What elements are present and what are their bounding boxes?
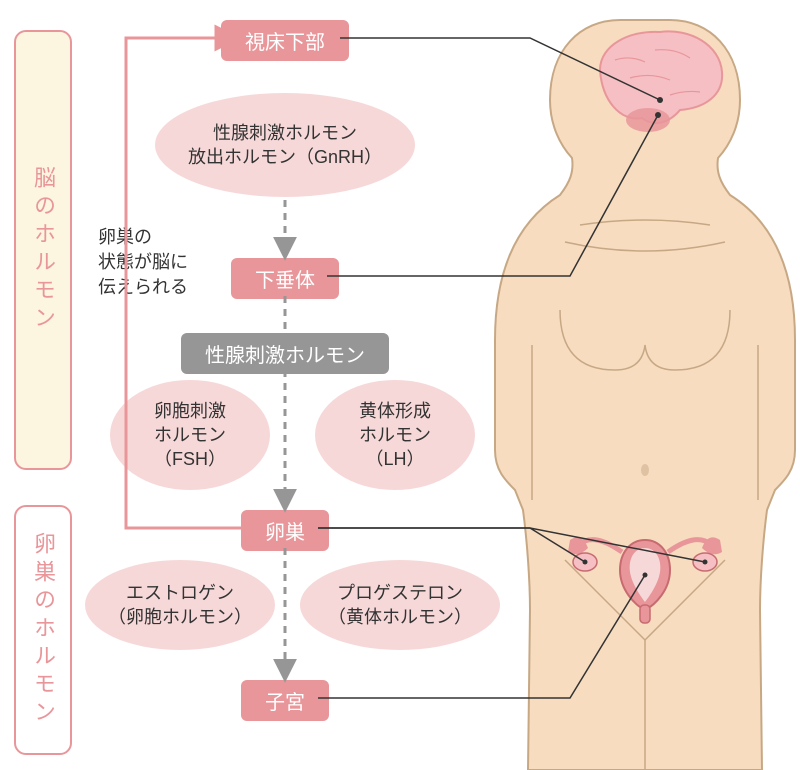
node-pituitary: 下垂体	[231, 258, 339, 299]
hormone-progesterone: プロゲステロン （黄体ホルモン）	[300, 560, 500, 650]
feedback-caption: 卵巣の 状態が脳に 伝えられる	[98, 225, 188, 301]
sidebar-ovary-hormones: 卵巣のホルモン	[14, 505, 72, 755]
node-gonadotropin: 性腺刺激ホルモン	[181, 333, 389, 374]
hormone-fsh: 卵胞刺激 ホルモン （FSH）	[110, 380, 270, 490]
node-uterus: 子宮	[241, 680, 329, 721]
hormone-lh: 黄体形成 ホルモン （LH）	[315, 380, 475, 490]
sidebar-ovary-label: 卵巣のホルモン	[27, 532, 59, 728]
hormone-estrogen: エストロゲン （卵胞ホルモン）	[85, 560, 275, 650]
body-silhouette	[470, 0, 800, 770]
hormone-gnrh: 性腺刺激ホルモン 放出ホルモン（GnRH）	[155, 93, 415, 197]
sidebar-brain-hormones: 脳のホルモン	[14, 30, 72, 470]
node-hypothalamus: 視床下部	[221, 20, 349, 61]
node-ovary: 卵巣	[241, 510, 329, 551]
sidebar-brain-label: 脳のホルモン	[27, 166, 59, 334]
